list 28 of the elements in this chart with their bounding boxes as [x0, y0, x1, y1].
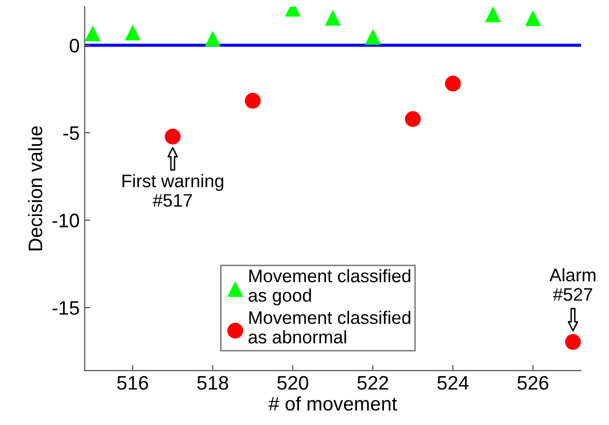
point	[565, 334, 581, 350]
x-tick-label: 526	[518, 376, 548, 390]
annotation: Alarm #527	[549, 268, 596, 301]
x-axis-title: # of movement	[268, 396, 397, 411]
point	[364, 28, 381, 45]
y-tick-label: -15	[52, 301, 79, 315]
legend-label: Movement classified as good	[248, 269, 410, 306]
y-tick-label: -5	[63, 126, 79, 140]
x-tick-label: 522	[357, 376, 388, 390]
point	[444, 76, 461, 92]
legend-label: Movement classified as abnormal	[248, 310, 410, 344]
point	[525, 10, 541, 26]
point	[324, 10, 341, 26]
y-tick-label: -10	[52, 214, 80, 228]
y-axis-title: Decision value	[28, 126, 42, 250]
x-tick-label: 524	[437, 376, 469, 390]
x-tick-label: 520	[277, 376, 308, 390]
point	[124, 24, 141, 40]
point	[244, 92, 261, 109]
point	[485, 6, 501, 22]
point	[404, 111, 421, 128]
point	[84, 25, 101, 42]
y-tick-label: 0	[70, 38, 80, 53]
annotation: First warning #517	[122, 174, 224, 207]
point	[164, 128, 181, 144]
point	[204, 30, 221, 47]
x-tick-label: 518	[197, 376, 228, 390]
x-tick-label: 516	[117, 376, 148, 390]
